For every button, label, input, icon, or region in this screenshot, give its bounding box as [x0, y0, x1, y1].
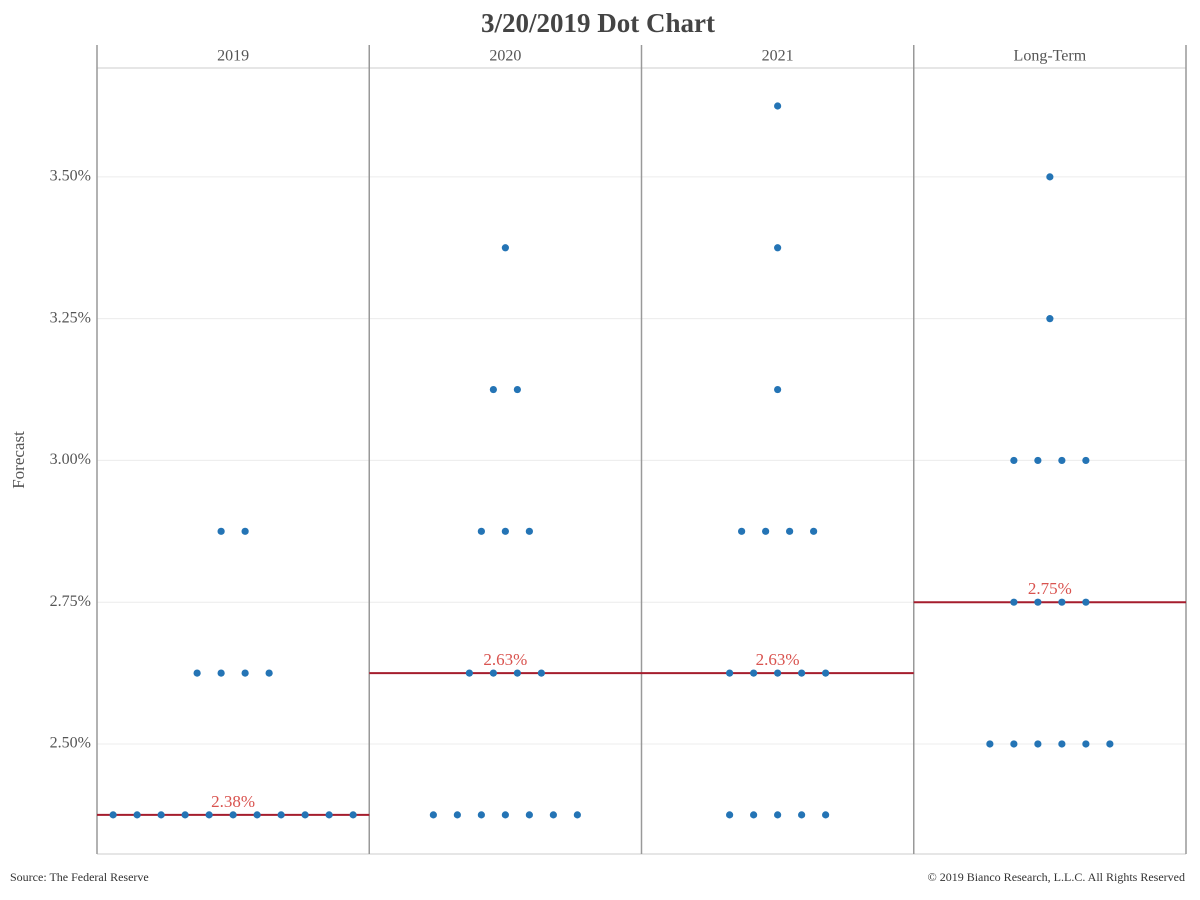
dot — [253, 811, 261, 819]
median-label: 2.63% — [483, 650, 527, 669]
dot — [525, 811, 533, 819]
dot — [786, 527, 794, 535]
dot — [349, 811, 357, 819]
panel-header: Long-Term — [1014, 48, 1087, 65]
dot — [193, 669, 201, 677]
dot — [489, 385, 497, 394]
median-label: 2.38% — [211, 792, 255, 811]
dot — [1058, 456, 1066, 465]
dot — [477, 811, 485, 819]
dot — [549, 811, 557, 819]
dot — [301, 811, 309, 819]
dot — [513, 669, 521, 677]
dot — [750, 669, 758, 677]
y-tick-label: 3.25% — [50, 309, 91, 326]
dot — [217, 527, 225, 535]
dot — [109, 811, 117, 819]
dot — [277, 811, 285, 819]
y-tick-label: 2.75% — [50, 593, 91, 610]
chart-title: 3/20/2019 Dot Chart — [481, 8, 715, 38]
dot — [453, 811, 461, 819]
dot — [501, 811, 509, 819]
dot — [525, 527, 533, 535]
dot — [1082, 456, 1090, 465]
dot — [774, 102, 782, 110]
dot — [726, 669, 734, 677]
dot — [477, 527, 485, 535]
dot — [726, 811, 734, 819]
dot — [241, 527, 249, 535]
dot — [573, 811, 581, 819]
dot — [157, 811, 165, 819]
dot — [489, 669, 497, 677]
panel-header: 2020 — [489, 48, 521, 65]
panel-header: 2019 — [217, 48, 249, 65]
dot — [181, 811, 189, 819]
dot — [774, 811, 782, 819]
dot — [1082, 598, 1090, 606]
dot — [774, 669, 782, 677]
dot — [1058, 598, 1066, 606]
dot — [774, 385, 782, 394]
dot — [774, 244, 782, 252]
copyright: © 2019 Bianco Research, L.L.C. All Right… — [928, 870, 1185, 884]
dot — [1034, 598, 1042, 606]
dot — [501, 244, 509, 252]
dot — [229, 811, 237, 819]
dot — [750, 811, 758, 819]
median-label: 2.75% — [1028, 579, 1072, 598]
y-tick-label: 2.50% — [50, 735, 91, 752]
dot — [501, 527, 509, 535]
dot — [241, 669, 249, 677]
dot — [133, 811, 141, 819]
dot — [986, 740, 994, 748]
y-tick-label: 3.50% — [50, 168, 91, 185]
dot — [1034, 456, 1042, 465]
dot — [265, 669, 273, 677]
dot — [1010, 740, 1018, 748]
dot — [1046, 315, 1054, 323]
panel-header: 2021 — [762, 48, 794, 65]
dot — [205, 811, 213, 819]
dot — [1058, 740, 1066, 748]
dot — [1034, 740, 1042, 748]
dot — [1010, 598, 1018, 606]
y-axis-label: Forecast — [9, 431, 28, 489]
dot — [537, 669, 545, 677]
dot — [810, 527, 818, 535]
dot — [1106, 740, 1114, 748]
dot — [822, 669, 830, 677]
dot — [798, 811, 806, 819]
dot — [429, 811, 437, 819]
dot — [1010, 456, 1018, 465]
dot — [513, 385, 521, 394]
y-tick-label: 3.00% — [50, 451, 91, 468]
source: Source: The Federal Reserve — [10, 870, 149, 884]
dot — [1082, 740, 1090, 748]
dot — [325, 811, 333, 819]
median-label: 2.63% — [756, 650, 800, 669]
dot — [1046, 173, 1054, 181]
dot — [738, 527, 746, 535]
dot — [798, 669, 806, 677]
dot — [822, 811, 830, 819]
dot — [217, 669, 225, 677]
dot — [465, 669, 473, 677]
dot — [762, 527, 770, 535]
